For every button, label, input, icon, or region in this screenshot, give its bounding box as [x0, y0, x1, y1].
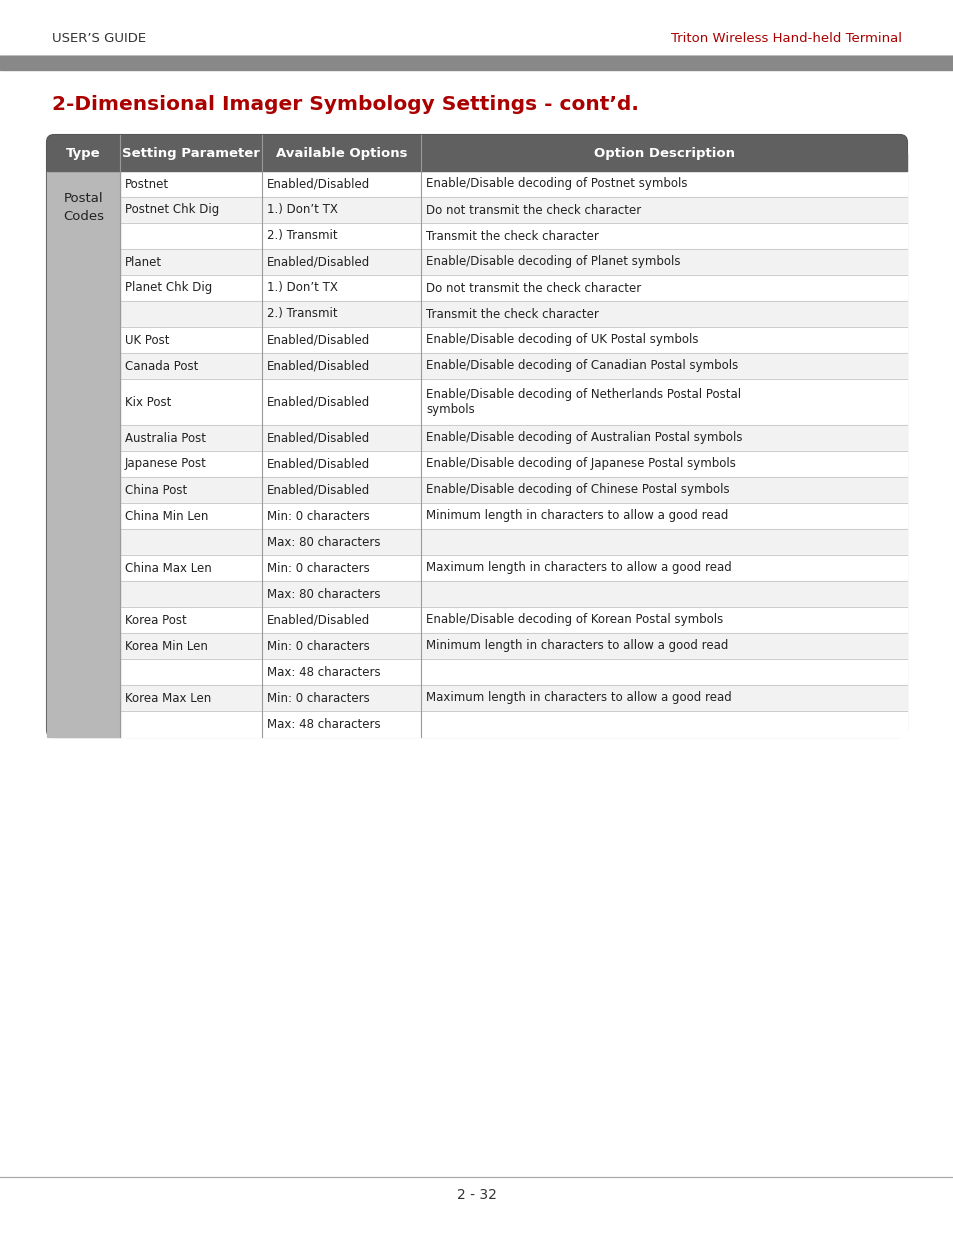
Text: 2 - 32: 2 - 32 — [456, 1188, 497, 1202]
Bar — [120, 477, 906, 503]
FancyBboxPatch shape — [47, 135, 906, 170]
Text: Min: 0 characters: Min: 0 characters — [267, 640, 370, 652]
Text: Enabled/Disabled: Enabled/Disabled — [267, 483, 370, 496]
Bar — [47, 170, 120, 737]
Text: China Post: China Post — [125, 483, 187, 496]
Text: Enabled/Disabled: Enabled/Disabled — [267, 457, 370, 471]
Bar — [47, 153, 906, 170]
Text: Planet Chk Dig: Planet Chk Dig — [125, 282, 213, 294]
Text: Codes: Codes — [63, 210, 104, 224]
Bar — [120, 353, 906, 379]
Text: Canada Post: Canada Post — [125, 359, 198, 373]
Bar — [120, 327, 906, 353]
Bar — [120, 580, 906, 606]
Text: Planet: Planet — [125, 256, 162, 268]
Bar — [120, 249, 906, 275]
Bar — [120, 606, 906, 634]
Text: USER’S GUIDE: USER’S GUIDE — [52, 32, 146, 44]
Text: Available Options: Available Options — [275, 147, 407, 159]
Text: Enabled/Disabled: Enabled/Disabled — [267, 359, 370, 373]
Bar — [120, 711, 906, 737]
Bar — [120, 425, 906, 451]
Bar — [0, 56, 953, 70]
Bar — [120, 529, 906, 555]
Text: Triton Wireless Hand-held Terminal: Triton Wireless Hand-held Terminal — [670, 32, 901, 44]
Text: Enable/Disable decoding of Japanese Postal symbols: Enable/Disable decoding of Japanese Post… — [426, 457, 735, 471]
Bar — [120, 379, 906, 425]
Text: Min: 0 characters: Min: 0 characters — [267, 692, 370, 704]
Text: UK Post: UK Post — [125, 333, 170, 347]
Bar — [120, 275, 906, 301]
Text: 2.) Transmit: 2.) Transmit — [267, 308, 337, 321]
Text: Enabled/Disabled: Enabled/Disabled — [267, 431, 370, 445]
Text: China Max Len: China Max Len — [125, 562, 212, 574]
Bar — [120, 198, 906, 224]
Text: China Min Len: China Min Len — [125, 510, 209, 522]
Text: Postal: Postal — [64, 193, 103, 205]
Bar — [120, 301, 906, 327]
Text: 1.) Don’t TX: 1.) Don’t TX — [267, 204, 337, 216]
Text: Enabled/Disabled: Enabled/Disabled — [267, 256, 370, 268]
Text: Enabled/Disabled: Enabled/Disabled — [267, 395, 370, 409]
Text: Enable/Disable decoding of Australian Postal symbols: Enable/Disable decoding of Australian Po… — [426, 431, 741, 445]
Text: Korea Max Len: Korea Max Len — [125, 692, 212, 704]
Text: Minimum length in characters to allow a good read: Minimum length in characters to allow a … — [426, 640, 728, 652]
Text: 1.) Don’t TX: 1.) Don’t TX — [267, 282, 337, 294]
Text: Do not transmit the check character: Do not transmit the check character — [426, 282, 640, 294]
Text: Max: 48 characters: Max: 48 characters — [267, 666, 380, 678]
Text: Transmit the check character: Transmit the check character — [426, 308, 598, 321]
Bar — [120, 659, 906, 685]
Text: Enable/Disable decoding of Chinese Postal symbols: Enable/Disable decoding of Chinese Posta… — [426, 483, 729, 496]
Text: Enable/Disable decoding of Canadian Postal symbols: Enable/Disable decoding of Canadian Post… — [426, 359, 738, 373]
Bar — [120, 451, 906, 477]
Bar — [120, 170, 906, 198]
Text: Australia Post: Australia Post — [125, 431, 206, 445]
Text: Min: 0 characters: Min: 0 characters — [267, 562, 370, 574]
Bar — [120, 503, 906, 529]
Text: Maximum length in characters to allow a good read: Maximum length in characters to allow a … — [426, 692, 731, 704]
FancyBboxPatch shape — [47, 135, 906, 737]
Text: Transmit the check character: Transmit the check character — [426, 230, 598, 242]
Bar — [120, 685, 906, 711]
Text: Enable/Disable decoding of UK Postal symbols: Enable/Disable decoding of UK Postal sym… — [426, 333, 698, 347]
Text: Min: 0 characters: Min: 0 characters — [267, 510, 370, 522]
Text: Max: 80 characters: Max: 80 characters — [267, 536, 380, 548]
Bar — [120, 555, 906, 580]
Text: Max: 48 characters: Max: 48 characters — [267, 718, 380, 730]
Text: symbols: symbols — [426, 404, 475, 416]
Text: Option Description: Option Description — [593, 147, 734, 159]
Text: Max: 80 characters: Max: 80 characters — [267, 588, 380, 600]
Text: Setting Parameter: Setting Parameter — [122, 147, 260, 159]
Text: Type: Type — [66, 147, 101, 159]
Text: Enable/Disable decoding of Postnet symbols: Enable/Disable decoding of Postnet symbo… — [426, 178, 687, 190]
Text: 2-Dimensional Imager Symbology Settings - cont’d.: 2-Dimensional Imager Symbology Settings … — [52, 95, 639, 115]
Text: Postnet: Postnet — [125, 178, 169, 190]
Text: Enable/Disable decoding of Korean Postal symbols: Enable/Disable decoding of Korean Postal… — [426, 614, 722, 626]
Text: Japanese Post: Japanese Post — [125, 457, 207, 471]
Text: Enabled/Disabled: Enabled/Disabled — [267, 178, 370, 190]
Text: Maximum length in characters to allow a good read: Maximum length in characters to allow a … — [426, 562, 731, 574]
Text: Enable/Disable decoding of Netherlands Postal Postal: Enable/Disable decoding of Netherlands P… — [426, 388, 740, 400]
Text: Postnet Chk Dig: Postnet Chk Dig — [125, 204, 219, 216]
Text: Korea Min Len: Korea Min Len — [125, 640, 208, 652]
Bar — [120, 634, 906, 659]
Text: Enable/Disable decoding of Planet symbols: Enable/Disable decoding of Planet symbol… — [426, 256, 679, 268]
Text: Enabled/Disabled: Enabled/Disabled — [267, 333, 370, 347]
Bar — [120, 224, 906, 249]
Text: Enabled/Disabled: Enabled/Disabled — [267, 614, 370, 626]
Text: Korea Post: Korea Post — [125, 614, 187, 626]
Text: Kix Post: Kix Post — [125, 395, 172, 409]
Text: 2.) Transmit: 2.) Transmit — [267, 230, 337, 242]
Text: Do not transmit the check character: Do not transmit the check character — [426, 204, 640, 216]
Text: Minimum length in characters to allow a good read: Minimum length in characters to allow a … — [426, 510, 728, 522]
